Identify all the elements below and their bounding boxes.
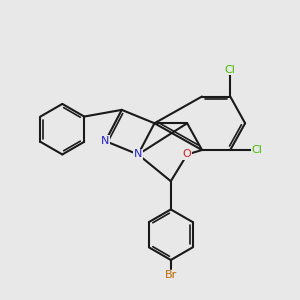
Text: Cl: Cl	[252, 145, 262, 155]
Text: O: O	[183, 149, 191, 160]
Text: Br: Br	[165, 270, 177, 280]
Text: N: N	[101, 136, 110, 146]
Text: N: N	[134, 149, 142, 160]
Text: Cl: Cl	[225, 65, 236, 75]
